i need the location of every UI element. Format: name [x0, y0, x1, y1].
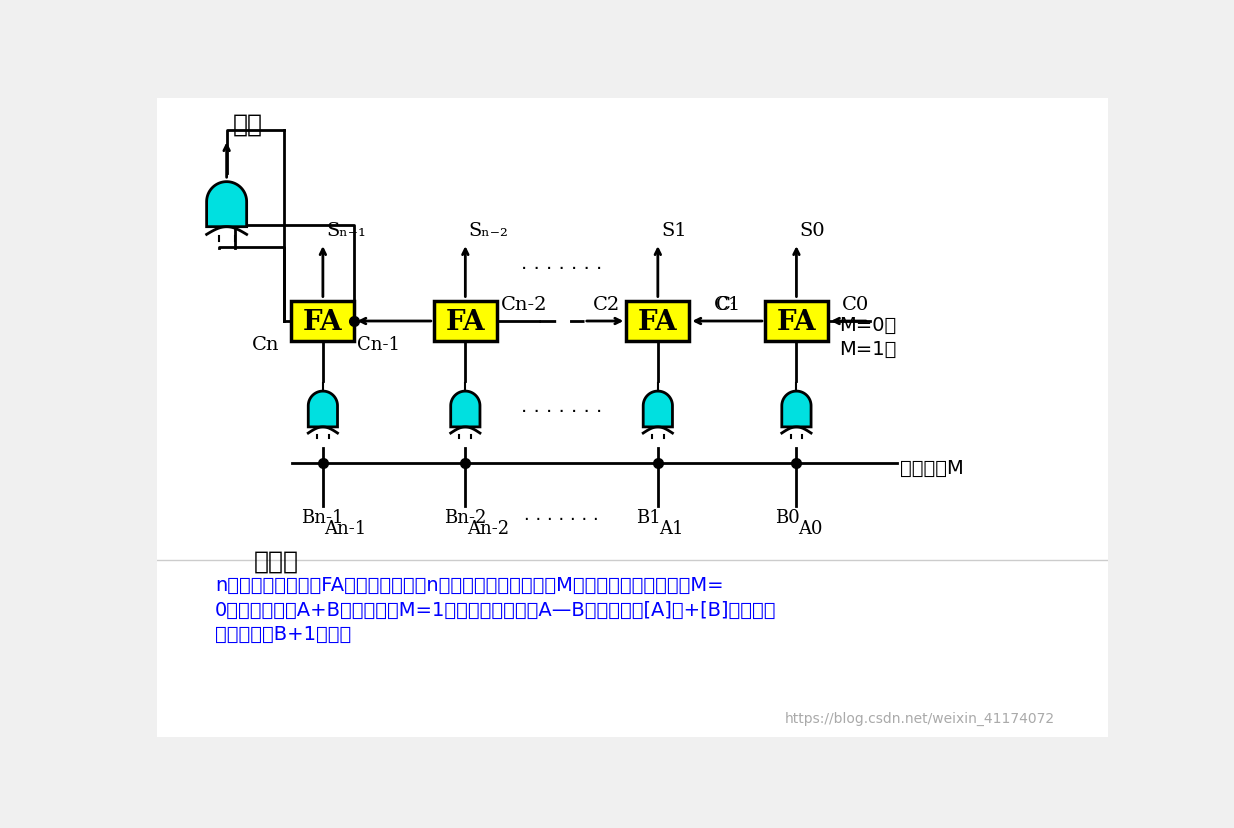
Text: Bn-1: Bn-1: [301, 508, 344, 527]
Text: https://blog.csdn.net/weixin_41174072: https://blog.csdn.net/weixin_41174072: [785, 711, 1054, 725]
Text: FA: FA: [638, 308, 677, 335]
Text: S1: S1: [661, 222, 686, 240]
Bar: [627, 301, 690, 342]
Text: S0: S0: [800, 222, 826, 240]
Text: C2: C2: [592, 296, 621, 314]
Bar: [434, 301, 497, 342]
Text: C0: C0: [842, 296, 869, 314]
Text: Cn-1: Cn-1: [357, 335, 400, 354]
Text: M=0加: M=0加: [839, 316, 897, 335]
Text: FA: FA: [776, 308, 816, 335]
Polygon shape: [206, 182, 247, 228]
Bar: [765, 301, 828, 342]
Text: A0: A0: [798, 519, 823, 537]
Bar: [291, 301, 354, 342]
Text: Sₙ₋₁: Sₙ₋₁: [326, 222, 365, 240]
Text: 方式控制M: 方式控制M: [901, 458, 964, 477]
Text: . . . . . . .: . . . . . . .: [524, 505, 598, 522]
Text: B0: B0: [775, 508, 800, 527]
Text: n个一位的全加器（FA）可级联成一个n位的行波进位加减器，M为方式控制输入线，当M=: n个一位的全加器（FA）可级联成一个n位的行波进位加减器，M为方式控制输入线，当…: [215, 575, 723, 595]
Text: Bn-2: Bn-2: [444, 508, 486, 527]
Text: 0时，做加法（A+B）运算；当M=1时，做减法运算；A—B运算转化成[A]补+[B]补运算，: 0时，做加法（A+B）运算；当M=1时，做减法运算；A—B运算转化成[A]补+[…: [215, 600, 776, 619]
Text: C1: C1: [713, 296, 740, 314]
Text: FA: FA: [445, 308, 485, 335]
Text: An-2: An-2: [466, 519, 508, 537]
Text: Cn-2: Cn-2: [501, 296, 547, 314]
Polygon shape: [308, 392, 338, 427]
Text: Sₙ₋₂: Sₙ₋₂: [469, 222, 508, 240]
Polygon shape: [643, 392, 673, 427]
Text: . . . . . . .: . . . . . . .: [521, 397, 602, 416]
Polygon shape: [782, 392, 811, 427]
Text: B1: B1: [637, 508, 661, 527]
Text: . . . . . . .: . . . . . . .: [521, 253, 602, 272]
Text: M=1减: M=1减: [839, 339, 897, 358]
Text: C₁: C₁: [716, 296, 738, 314]
Text: 溢出: 溢出: [233, 113, 263, 137]
Text: Cn: Cn: [252, 335, 280, 354]
Text: An-1: An-1: [325, 519, 366, 537]
Text: 求补过程由B+1实现。: 求补过程由B+1实现。: [215, 624, 352, 643]
Text: A1: A1: [659, 519, 684, 537]
Text: FA: FA: [304, 308, 343, 335]
Text: 符号位: 符号位: [254, 548, 299, 572]
Polygon shape: [450, 392, 480, 427]
